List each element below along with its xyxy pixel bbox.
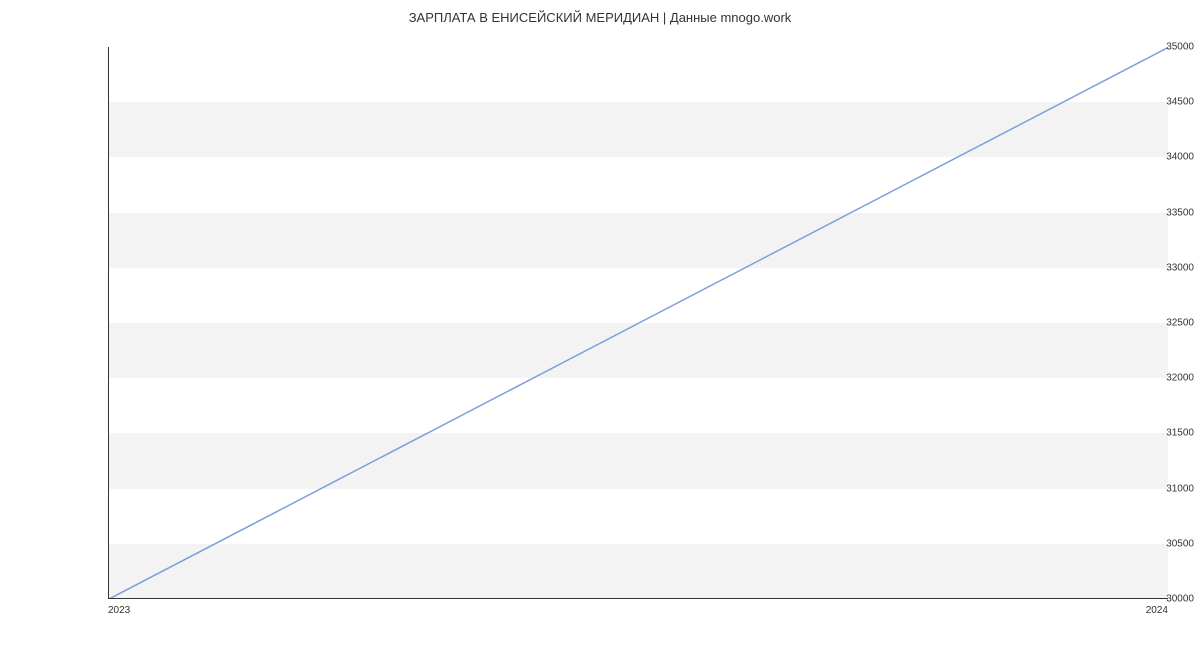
y-tick-label: 30500: [1086, 538, 1200, 549]
y-tick-label: 33500: [1086, 207, 1200, 218]
y-tick-label: 32500: [1086, 318, 1200, 329]
chart-title: ЗАРПЛАТА В ЕНИСЕЙСКИЙ МЕРИДИАН | Данные …: [0, 10, 1200, 25]
x-tick-label: 2024: [1146, 599, 1168, 616]
y-tick-label: 34500: [1086, 97, 1200, 108]
chart-container: ЗАРПЛАТА В ЕНИСЕЙСКИЙ МЕРИДИАН | Данные …: [0, 0, 1200, 650]
y-tick-label: 31000: [1086, 483, 1200, 494]
y-tick-label: 31500: [1086, 428, 1200, 439]
y-tick-label: 30000: [1086, 594, 1200, 605]
series-line: [109, 47, 1168, 599]
y-tick-label: 34000: [1086, 152, 1200, 163]
x-tick-label: 2023: [108, 599, 130, 616]
plot-area: [108, 47, 1168, 599]
series-path: [109, 47, 1168, 599]
y-tick-label: 32000: [1086, 373, 1200, 384]
y-tick-label: 33000: [1086, 262, 1200, 273]
y-tick-label: 35000: [1086, 42, 1200, 53]
